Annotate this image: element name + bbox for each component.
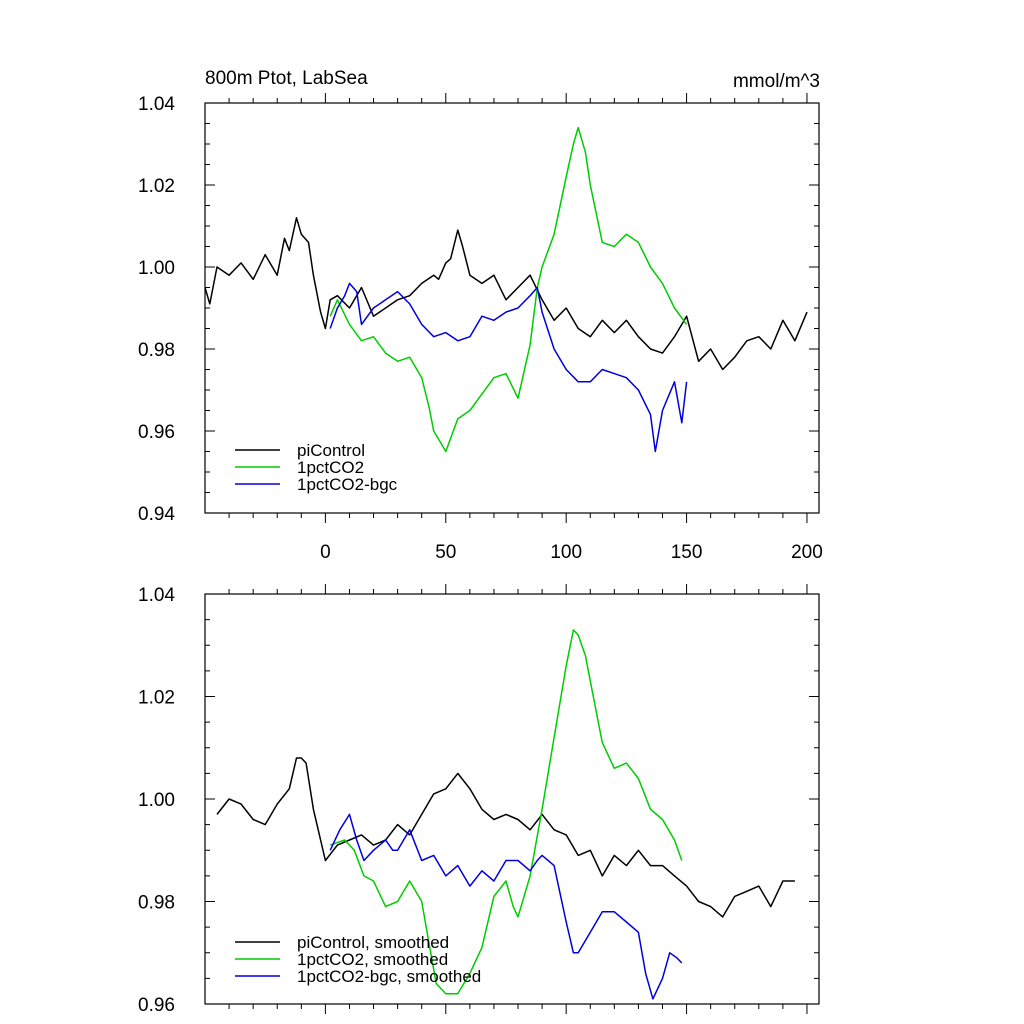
y-tick-label: 0.98 [138, 893, 175, 914]
legend-label: piControl, smoothed [297, 933, 449, 952]
units-label: mmol/m^3 [733, 71, 820, 92]
y-tick-label: 0.96 [138, 422, 175, 443]
legend-label: piControl [297, 441, 365, 460]
series-line-1pctco2-bgc-smoothed [329, 813, 683, 1000]
legend-label: 1pctCO2 [297, 458, 364, 477]
y-tick-label: 1.00 [138, 258, 175, 279]
y-tick-label: 0.94 [138, 504, 175, 525]
y-tick-label: 1.00 [138, 790, 175, 811]
x-tick-label: 50 [435, 542, 456, 563]
legend-label: 1pctCO2-bgc, smoothed [297, 967, 481, 986]
y-tick-label: 1.04 [138, 94, 175, 115]
y-tick-label: 1.02 [138, 176, 175, 197]
y-tick-label: 0.98 [138, 340, 175, 361]
series-line-picontrol-smoothed [216, 757, 795, 918]
series-line-1pctco2 [329, 126, 688, 453]
x-tick-label: 200 [791, 542, 823, 563]
series-line-1pctco2-bgc [329, 282, 688, 453]
x-tick-label: 100 [550, 542, 582, 563]
series-line-1pctco2-smoothed [329, 629, 683, 995]
legend-label: 1pctCO2, smoothed [297, 950, 448, 969]
chart-title: 800m Ptot, LabSea [205, 68, 368, 89]
panel-top: 800m Ptot, LabSea mmol/m^3 0.94 0.96 0.98 1… [138, 68, 823, 563]
y-tick-label: 1.02 [138, 688, 175, 709]
legend-label: 1pctCO2-bgc [297, 475, 398, 494]
y-tick-label: 1.04 [138, 585, 175, 606]
x-tick-label: 0 [320, 542, 331, 563]
series-line-picontrol [205, 217, 808, 371]
x-tick-label: 150 [671, 542, 703, 563]
y-tick-label: 0.96 [138, 995, 175, 1016]
